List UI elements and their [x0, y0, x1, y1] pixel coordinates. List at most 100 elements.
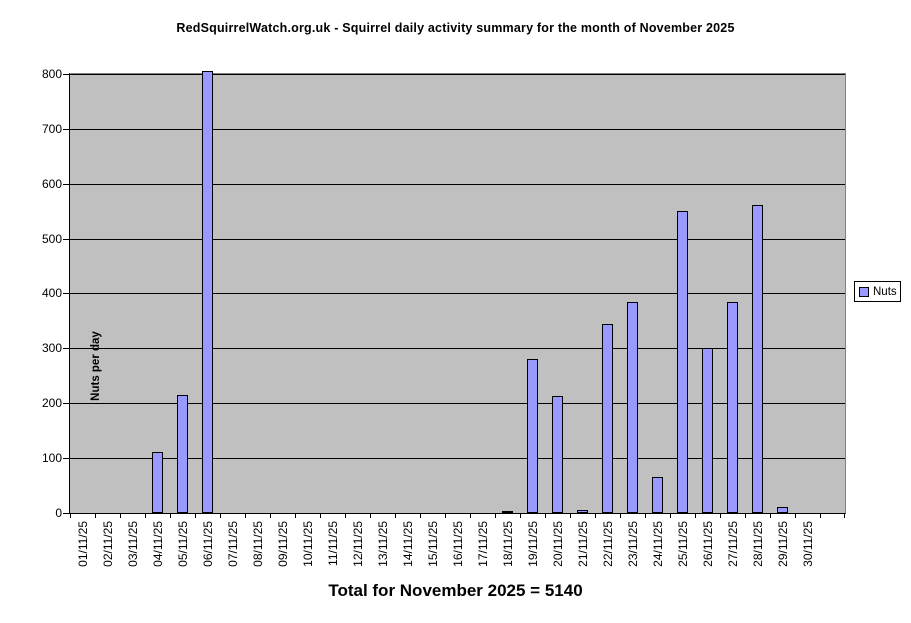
x-tick-label-10-11-25: 10/11/25	[301, 521, 315, 567]
plot-area: Nuts per day 0 100 200 300 400 500 600 700 800 01…	[42, 67, 846, 567]
x-tick-label-08-11-25: 08/11/25	[251, 521, 265, 567]
x-axis-tick-29	[795, 513, 796, 518]
bar-22-11-25	[602, 324, 613, 513]
x-tick-label-29-11-25: 29/11/25	[776, 521, 790, 567]
y-tick-label-400: 400	[41, 286, 62, 300]
x-tick-label-11-11-25: 11/11/25	[326, 521, 340, 566]
x-tick-label-21-11-25: 21/11/25	[576, 521, 590, 567]
bar-21-11-25	[577, 510, 588, 513]
x-tick-label-06-11-25: 06/11/25	[201, 521, 215, 567]
y-tick-label-200: 200	[41, 396, 62, 410]
x-tick-label-04-11-25: 04/11/25	[151, 521, 165, 567]
y-axis-tick-300	[63, 348, 69, 349]
x-tick-label-07-11-25: 07/11/25	[226, 521, 240, 567]
bar-28-11-25	[752, 205, 763, 513]
y-axis-tick-700	[63, 129, 69, 130]
x-tick-label-22-11-25: 22/11/25	[601, 521, 615, 567]
bar-23-11-25	[627, 302, 638, 513]
x-tick-label-16-11-25: 16/11/25	[451, 521, 465, 567]
x-axis-tick-24	[670, 513, 671, 518]
x-axis-tick-31	[844, 513, 845, 518]
legend: Nuts	[854, 281, 901, 302]
x-tick-label-27-11-25: 27/11/25	[726, 521, 740, 567]
x-tick-label-26-11-25: 26/11/25	[701, 521, 715, 567]
x-tick-label-18-11-25: 18/11/25	[501, 521, 515, 567]
y-axis-tick-0	[63, 513, 69, 514]
x-axis-tick-13	[395, 513, 396, 518]
gridline-200	[70, 403, 845, 404]
x-axis-tick-5	[195, 513, 196, 518]
bar-25-11-25	[677, 211, 688, 513]
x-axis-tick-2	[120, 513, 121, 518]
x-tick-label-05-11-25: 05/11/25	[176, 521, 190, 567]
bar-18-11-25	[502, 511, 513, 513]
x-axis-tick-7	[245, 513, 246, 518]
y-axis-tick-100	[63, 458, 69, 459]
gridline-600	[70, 184, 845, 185]
x-axis-tick-0	[70, 513, 71, 518]
x-axis-tick-22	[620, 513, 621, 518]
x-axis-tick-20	[570, 513, 571, 518]
x-axis-tick-10	[320, 513, 321, 518]
x-axis-tick-8	[270, 513, 271, 518]
x-tick-label-03-11-25: 03/11/25	[126, 521, 140, 567]
gridline-300	[70, 348, 845, 349]
x-axis-tick-27	[745, 513, 746, 518]
x-axis-tick-30	[820, 513, 821, 518]
x-tick-label-28-11-25: 28/11/25	[751, 521, 765, 567]
x-tick-label-13-11-25: 13/11/25	[376, 521, 390, 567]
x-axis-tick-1	[95, 513, 96, 518]
x-axis-tick-17	[495, 513, 496, 518]
legend-series-label: Nuts	[873, 285, 897, 298]
gridline-700	[70, 129, 845, 130]
bar-19-11-25	[527, 359, 538, 513]
y-tick-label-100: 100	[41, 451, 62, 465]
x-axis-tick-19	[545, 513, 546, 518]
x-axis-tick-23	[645, 513, 646, 518]
y-tick-label-300: 300	[41, 341, 62, 355]
x-axis-tick-6	[220, 513, 221, 518]
x-tick-label-30-11-25: 30/11/25	[801, 521, 815, 567]
x-tick-label-15-11-25: 15/11/25	[426, 521, 440, 567]
y-tick-label-500: 500	[41, 232, 62, 246]
chart-title: RedSquirrelWatch.org.uk - Squirrel daily…	[176, 21, 735, 35]
bar-27-11-25	[727, 302, 738, 513]
legend-key-swatch	[859, 286, 869, 297]
x-tick-label-09-11-25: 09/11/25	[276, 521, 290, 567]
gridline-800	[70, 74, 845, 75]
y-tick-label-600: 600	[41, 177, 62, 191]
y-axis-tick-500	[63, 239, 69, 240]
bar-05-11-25	[177, 395, 188, 513]
x-axis-tick-11	[345, 513, 346, 518]
y-axis-tick-600	[63, 184, 69, 185]
x-axis-tick-12	[370, 513, 371, 518]
y-tick-label-0: 0	[55, 506, 62, 520]
gridline-500	[70, 239, 845, 240]
x-axis-tick-26	[720, 513, 721, 518]
gridline-100	[70, 458, 845, 459]
x-tick-label-23-11-25: 23/11/25	[626, 521, 640, 567]
x-axis-tick-16	[470, 513, 471, 518]
bar-26-11-25	[702, 348, 713, 513]
bar-20-11-25	[552, 396, 563, 513]
x-axis-tick-9	[295, 513, 296, 518]
x-axis-tick-28	[770, 513, 771, 518]
y-tick-label-800: 800	[41, 67, 62, 81]
x-tick-label-12-11-25: 12/11/25	[351, 521, 365, 567]
x-axis-tick-14	[420, 513, 421, 518]
x-axis-tick-3	[145, 513, 146, 518]
x-tick-label-20-11-25: 20/11/25	[551, 521, 565, 567]
y-axis-tick-400	[63, 293, 69, 294]
x-tick-label-19-11-25: 19/11/25	[526, 521, 540, 567]
x-tick-label-02-11-25: 02/11/25	[101, 521, 115, 567]
x-axis-tick-25	[695, 513, 696, 518]
x-axis-tick-4	[170, 513, 171, 518]
y-axis-tick-200	[63, 403, 69, 404]
x-axis-tick-21	[595, 513, 596, 518]
y-axis-tick-800	[63, 74, 69, 75]
total-caption: Total for November 2025 = 5140	[328, 581, 583, 600]
x-axis-tick-15	[445, 513, 446, 518]
x-tick-label-17-11-25: 17/11/25	[476, 521, 490, 567]
gridline-400	[70, 293, 845, 294]
